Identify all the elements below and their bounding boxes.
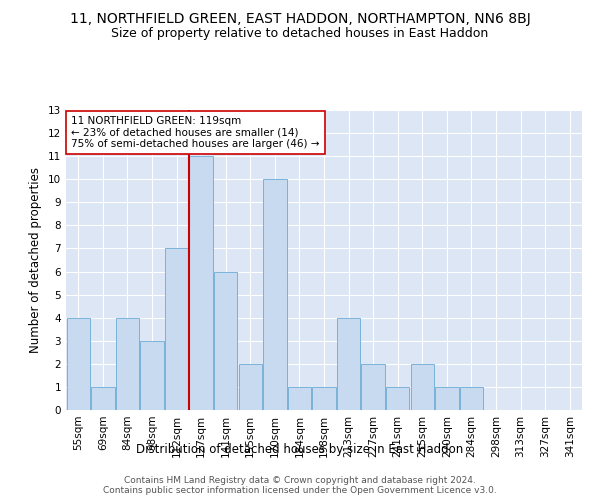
- Text: Size of property relative to detached houses in East Haddon: Size of property relative to detached ho…: [112, 28, 488, 40]
- Bar: [313, 387, 335, 410]
- Bar: [140, 341, 164, 410]
- Bar: [165, 248, 188, 410]
- Bar: [239, 364, 262, 410]
- Text: Distribution of detached houses by size in East Haddon: Distribution of detached houses by size …: [136, 442, 464, 456]
- Bar: [116, 318, 139, 410]
- Bar: [91, 387, 115, 410]
- Y-axis label: Number of detached properties: Number of detached properties: [29, 167, 43, 353]
- Bar: [214, 272, 238, 410]
- Bar: [435, 387, 458, 410]
- Text: 11, NORTHFIELD GREEN, EAST HADDON, NORTHAMPTON, NN6 8BJ: 11, NORTHFIELD GREEN, EAST HADDON, NORTH…: [70, 12, 530, 26]
- Bar: [190, 156, 213, 410]
- Bar: [67, 318, 90, 410]
- Bar: [361, 364, 385, 410]
- Bar: [337, 318, 360, 410]
- Bar: [460, 387, 483, 410]
- Bar: [410, 364, 434, 410]
- Bar: [263, 179, 287, 410]
- Text: 11 NORTHFIELD GREEN: 119sqm
← 23% of detached houses are smaller (14)
75% of sem: 11 NORTHFIELD GREEN: 119sqm ← 23% of det…: [71, 116, 320, 149]
- Bar: [386, 387, 409, 410]
- Text: Contains HM Land Registry data © Crown copyright and database right 2024.
Contai: Contains HM Land Registry data © Crown c…: [103, 476, 497, 495]
- Bar: [288, 387, 311, 410]
